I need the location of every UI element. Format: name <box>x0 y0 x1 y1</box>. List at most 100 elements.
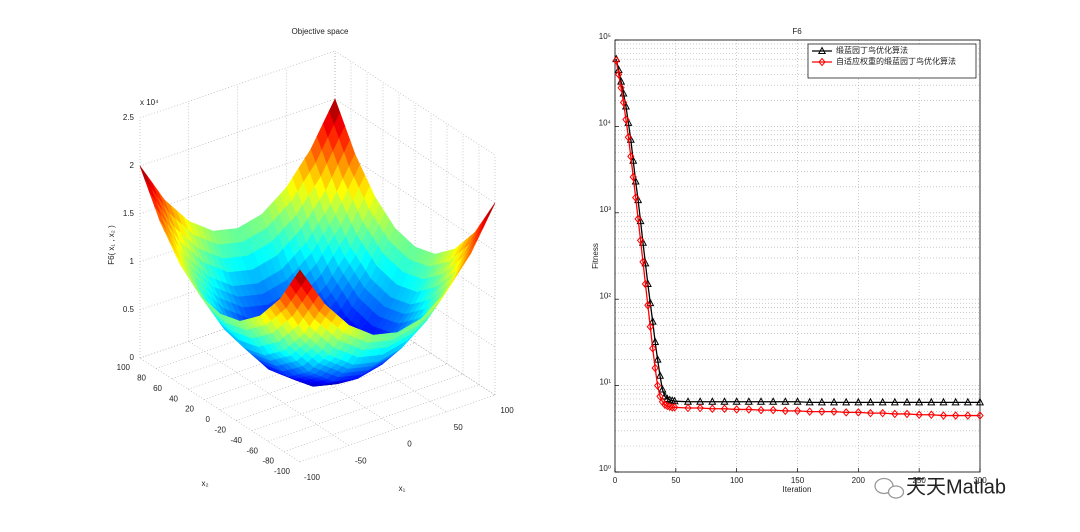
y-tick-label: -20 <box>214 426 226 435</box>
marker <box>781 406 789 416</box>
y-tick-label: -80 <box>262 457 274 466</box>
x-tick-label: -100 <box>304 473 321 482</box>
z-axis-label: F6( x₁ , x₂ ) <box>107 225 116 265</box>
marker <box>829 397 839 406</box>
marker <box>670 403 679 412</box>
x-tick-label: 100 <box>730 476 744 485</box>
marker <box>653 381 662 390</box>
marker <box>805 397 814 406</box>
x-tick-label: 250 <box>912 476 926 485</box>
chart-title: F6 <box>792 27 802 36</box>
marker <box>939 411 948 420</box>
y-tick-label: 40 <box>169 394 178 403</box>
marker <box>817 397 826 406</box>
y-tick-label: 10⁵ <box>599 32 611 41</box>
marker <box>781 397 790 405</box>
marker <box>720 404 729 413</box>
marker <box>793 406 802 416</box>
plot-frame <box>614 39 981 473</box>
marker <box>975 397 985 406</box>
marker <box>842 408 850 417</box>
marker <box>963 397 972 406</box>
marker <box>756 397 766 405</box>
marker <box>651 337 660 345</box>
x-axis-label: Iteration <box>783 485 812 494</box>
marker <box>915 397 924 406</box>
x-tick-label: 100 <box>500 406 514 415</box>
marker <box>927 397 936 406</box>
marker <box>891 409 899 419</box>
marker <box>660 391 669 400</box>
marker <box>649 344 657 353</box>
marker <box>927 410 935 420</box>
marker <box>619 98 628 107</box>
marker <box>646 322 654 332</box>
marker <box>769 397 778 405</box>
y-axis-label: Fitness <box>591 243 600 269</box>
marker <box>915 410 923 420</box>
marker <box>629 172 637 182</box>
grid-line <box>188 340 349 446</box>
grid-line <box>139 50 336 119</box>
y-tick-label: 0 <box>206 415 211 424</box>
grid-line <box>334 194 496 300</box>
y-tick-label: 100 <box>117 363 131 372</box>
marker <box>636 236 645 245</box>
marker <box>668 403 676 412</box>
marker <box>648 317 657 325</box>
y-tick-label: 60 <box>153 384 162 393</box>
grid-line <box>235 353 432 421</box>
y-tick-label: 10³ <box>599 205 611 214</box>
marker <box>890 397 899 406</box>
marker <box>757 405 765 415</box>
marker <box>622 115 630 124</box>
marker <box>634 214 642 224</box>
axis-multiplier: x 10⁴ <box>140 98 159 107</box>
grid-line <box>139 357 301 463</box>
grid-line <box>283 384 480 452</box>
marker <box>658 384 667 393</box>
z-tick-label: 1 <box>130 257 135 266</box>
surface-patch <box>294 269 307 287</box>
x-axis-label: x₁ <box>399 484 406 493</box>
marker <box>666 402 674 411</box>
z-tick-label: 1.5 <box>123 209 135 218</box>
y-tick-label: 20 <box>185 405 194 414</box>
marker <box>643 279 652 287</box>
marker <box>612 56 620 65</box>
z-tick-label: 2.5 <box>123 113 135 122</box>
marker <box>879 408 887 418</box>
marker <box>866 408 875 418</box>
watermark-icon <box>887 485 905 499</box>
marker <box>866 397 875 406</box>
x-tick-label: 50 <box>671 476 680 485</box>
grid-line <box>334 146 496 252</box>
marker <box>644 301 652 310</box>
x-tick-label: 150 <box>791 476 805 485</box>
y-tick-label: 10⁰ <box>599 464 611 473</box>
marker <box>939 397 948 406</box>
y-tick-label: 10² <box>599 291 611 300</box>
marker <box>854 408 862 417</box>
x-tick-label: 200 <box>852 476 866 485</box>
marker <box>708 404 716 413</box>
marker <box>684 403 692 413</box>
x-tick-label: 0 <box>613 476 618 485</box>
watermark-text: 天天Matlab <box>906 476 1006 498</box>
x-tick-label: 300 <box>973 476 987 485</box>
grid-line <box>251 363 448 432</box>
marker <box>614 70 623 79</box>
marker <box>903 409 911 419</box>
z-tick-label: 2 <box>130 161 135 170</box>
y-tick-label: -40 <box>230 436 242 445</box>
marker <box>617 83 625 93</box>
marker <box>964 411 972 420</box>
line-chart: F6 Iteration Fitness 0 50 100 150 200 250 300 1… <box>591 27 987 494</box>
marker <box>651 363 659 373</box>
marker <box>653 355 662 363</box>
z-tick-label: 0.5 <box>123 305 135 314</box>
legend-box <box>807 43 977 79</box>
marker <box>708 397 717 405</box>
marker <box>624 132 633 142</box>
